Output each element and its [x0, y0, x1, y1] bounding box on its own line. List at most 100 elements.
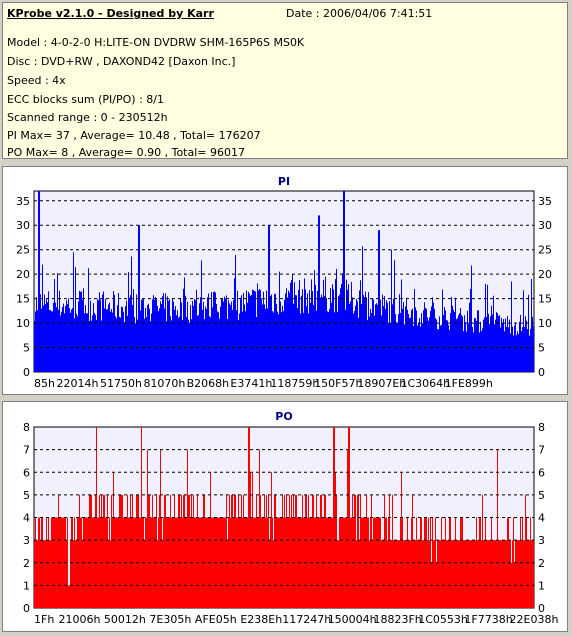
bar: [391, 249, 392, 372]
bar: [417, 540, 418, 608]
bar: [95, 494, 96, 608]
bar: [377, 304, 378, 372]
bar: [115, 316, 116, 372]
bar: [314, 270, 315, 372]
bar: [289, 494, 290, 608]
bar: [268, 494, 269, 608]
bar: [200, 517, 201, 608]
bar: [302, 494, 303, 608]
bar: [46, 298, 47, 372]
bar: [505, 540, 506, 608]
x-tick-label: B2068h: [187, 377, 230, 390]
bar: [206, 517, 207, 608]
bar: [291, 494, 292, 608]
bar: [513, 517, 514, 608]
y-tick-right: 7: [538, 444, 545, 457]
bar: [475, 318, 476, 372]
bar: [518, 540, 519, 608]
bar: [242, 311, 243, 372]
bar: [451, 540, 452, 608]
bar: [285, 517, 286, 608]
bar: [78, 301, 79, 372]
bar: [182, 319, 183, 372]
bar: [38, 191, 39, 372]
bar: [494, 540, 495, 608]
bar: [229, 303, 230, 372]
bar: [386, 300, 387, 372]
bar: [177, 310, 178, 372]
bar: [448, 324, 449, 372]
bar: [51, 517, 52, 608]
bar: [311, 279, 312, 372]
bar: [275, 494, 276, 608]
bar: [312, 290, 313, 372]
bar: [212, 307, 213, 372]
x-tick-label: 117247h: [282, 613, 331, 626]
bar: [107, 494, 108, 608]
bar: [340, 288, 341, 372]
bar: [301, 517, 302, 608]
bar: [149, 494, 150, 608]
bar: [436, 319, 437, 372]
bar: [181, 302, 182, 372]
bar: [217, 311, 218, 372]
bar: [389, 301, 390, 372]
bar: [477, 540, 478, 608]
bar: [325, 276, 326, 372]
bar: [220, 306, 221, 372]
bar: [376, 303, 377, 372]
bar: [523, 540, 524, 608]
bar: [499, 540, 500, 608]
bar: [159, 308, 160, 372]
bar: [504, 331, 505, 372]
bar: [194, 517, 195, 608]
bar: [200, 297, 201, 372]
bar: [375, 304, 376, 372]
bar: [104, 494, 105, 608]
bar: [525, 494, 526, 608]
bar: [86, 517, 87, 608]
bar: [140, 310, 141, 372]
bar: [92, 315, 93, 372]
bar: [502, 540, 503, 608]
bar: [283, 517, 284, 608]
bar: [501, 317, 502, 372]
bar: [79, 290, 80, 372]
bar: [250, 295, 251, 372]
bar: [202, 309, 203, 372]
bar: [222, 298, 223, 372]
bar: [107, 309, 108, 372]
info-panel: KProbe v2.1.0 - Designed by Karr Date : …: [2, 2, 568, 159]
bar: [194, 298, 195, 372]
bar: [519, 540, 520, 608]
bar: [506, 540, 507, 608]
bar: [203, 494, 204, 608]
bar: [423, 310, 424, 372]
bar: [256, 494, 257, 608]
bar: [125, 306, 126, 372]
bar: [325, 494, 326, 608]
bar: [419, 540, 420, 608]
bar: [271, 294, 272, 372]
bar: [259, 288, 260, 372]
bar: [277, 517, 278, 608]
bar: [133, 289, 134, 372]
bar: [474, 540, 475, 608]
bar: [227, 540, 228, 608]
bar: [244, 304, 245, 372]
bar: [463, 331, 464, 372]
bar: [450, 313, 451, 372]
bar: [134, 517, 135, 608]
bar: [260, 494, 261, 608]
bar: [288, 290, 289, 372]
bar: [98, 517, 99, 608]
bar: [356, 540, 357, 608]
bar: [337, 540, 338, 608]
bar: [297, 517, 298, 608]
bar: [372, 540, 373, 608]
bar: [357, 301, 358, 372]
bar: [435, 517, 436, 608]
bar: [156, 298, 157, 372]
bar: [240, 297, 241, 372]
bar: [372, 297, 373, 372]
